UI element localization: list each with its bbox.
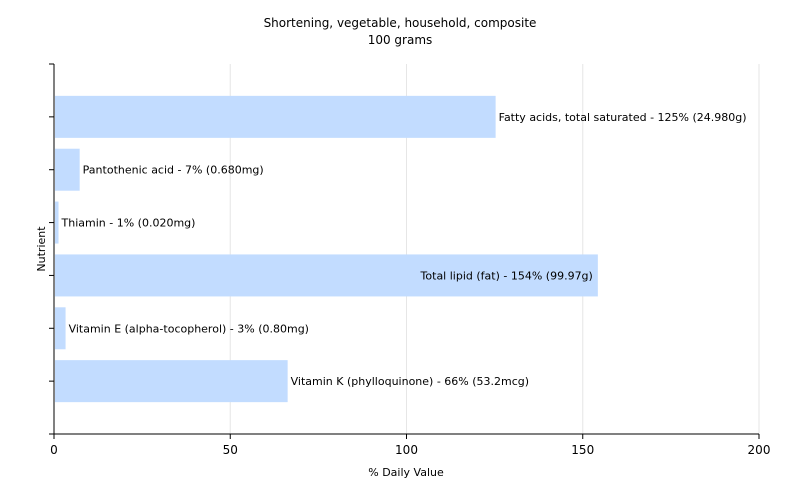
x-ticks: 0 50 100 150 200 (50, 434, 770, 457)
x-tick-label: 0 (50, 443, 58, 457)
bar-label: Total lipid (fat) - 154% (99.97g) (420, 269, 593, 282)
bar-label: Thiamin - 1% (0.020mg) (61, 217, 196, 230)
chart-title: Shortening, vegetable, household, compos… (264, 16, 537, 30)
x-tick-label: 150 (571, 443, 594, 457)
bar-label: Vitamin E (alpha-tocopherol) - 3% (0.80m… (69, 322, 309, 335)
bar-label: Vitamin K (phylloquinone) - 66% (53.2mcg… (291, 375, 529, 388)
y-ticks (49, 63, 54, 435)
bar (55, 201, 59, 244)
bar-label: Pantothenic acid - 7% (0.680mg) (83, 164, 264, 177)
y-axis-label: Nutrient (35, 226, 48, 272)
chart-subtitle: 100 grams (368, 33, 433, 47)
x-tick-label: 100 (395, 443, 418, 457)
bar (55, 148, 80, 191)
bars (55, 95, 598, 403)
x-axis-label: % Daily Value (368, 466, 444, 479)
bar (55, 254, 598, 297)
x-tick-label: 200 (748, 443, 771, 457)
bar (55, 307, 66, 350)
x-tick-label: 50 (223, 443, 238, 457)
bar (55, 360, 288, 403)
bar-labels: Fatty acids, total saturated - 125% (24.… (61, 111, 747, 388)
bar-label: Fatty acids, total saturated - 125% (24.… (499, 111, 747, 124)
bar (55, 95, 496, 138)
